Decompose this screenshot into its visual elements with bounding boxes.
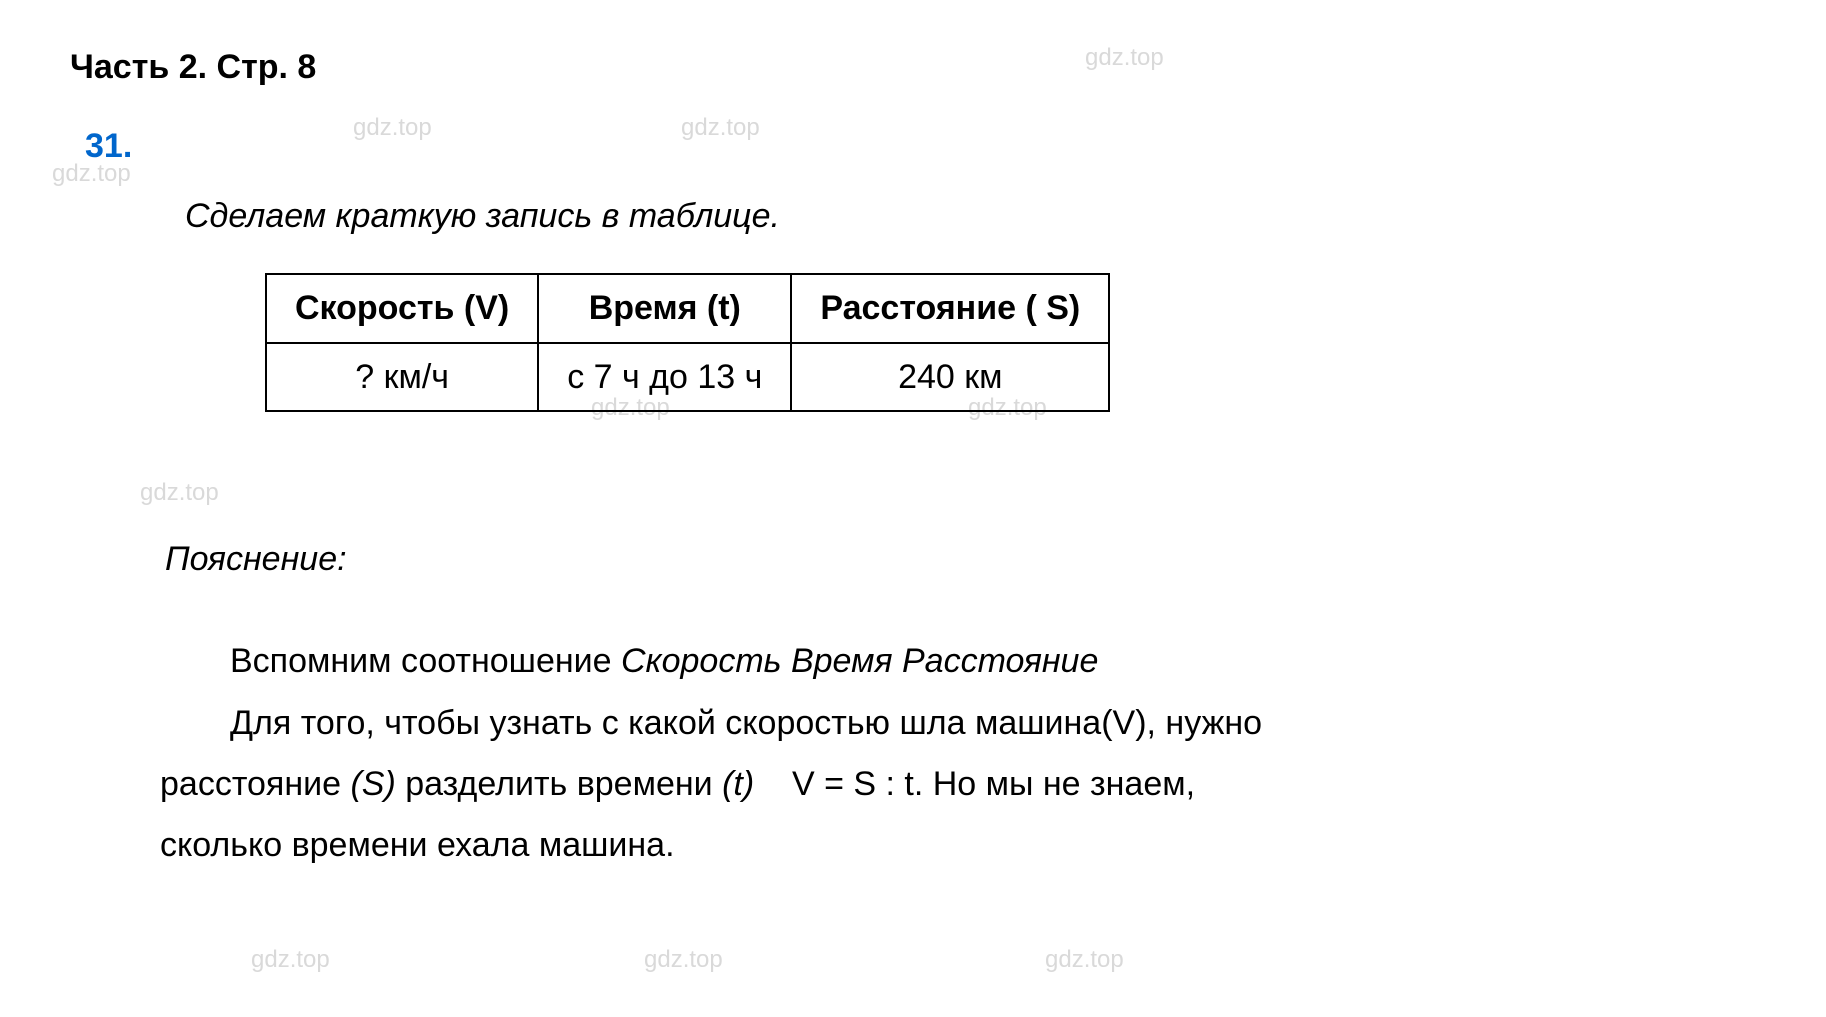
col-distance: Расстояние ( S) [791,274,1109,342]
watermark: gdz.top [1045,946,1124,974]
intro-line: Сделаем краткую запись в таблице. [185,189,1826,243]
page-content: Часть 2. Стр. 8 31. Сделаем краткую запи… [0,0,1826,876]
para4: сколько времени ехала машина. [160,826,675,864]
para3-b: разделить времени [396,765,722,803]
body-paragraph: Вспомним соотношение Скорость Время Расс… [160,631,1720,876]
problem-number: 31. [85,119,1826,173]
cell-distance: 240 км [791,343,1109,411]
cell-speed: ? км/ч [266,343,538,411]
col-speed: Скорость (V) [266,274,538,342]
para3-formula: V = S : t. Но мы не знаем, [754,765,1195,803]
data-table: Скорость (V) Время (t) Расстояние ( S) ?… [265,273,1110,412]
para1-prefix: Вспомним соотношение [230,642,621,680]
table-row: ? км/ч с 7 ч до 13 ч 240 км [266,343,1109,411]
explanation-label: Пояснение: [165,532,1826,586]
cell-time: с 7 ч до 13 ч [538,343,791,411]
table-header-row: Скорость (V) Время (t) Расстояние ( S) [266,274,1109,342]
watermark: gdz.top [644,946,723,974]
para3-t: (t) [722,765,754,803]
para1-italic: Скорость Время Расстояние [621,642,1098,680]
para3-s: (S) [350,765,395,803]
para2: Для того, чтобы узнать с какой скоростью… [230,704,1262,742]
col-time: Время (t) [538,274,791,342]
page-heading: Часть 2. Стр. 8 [70,40,1826,94]
para3-a: расстояние [160,765,350,803]
watermark: gdz.top [251,946,330,974]
